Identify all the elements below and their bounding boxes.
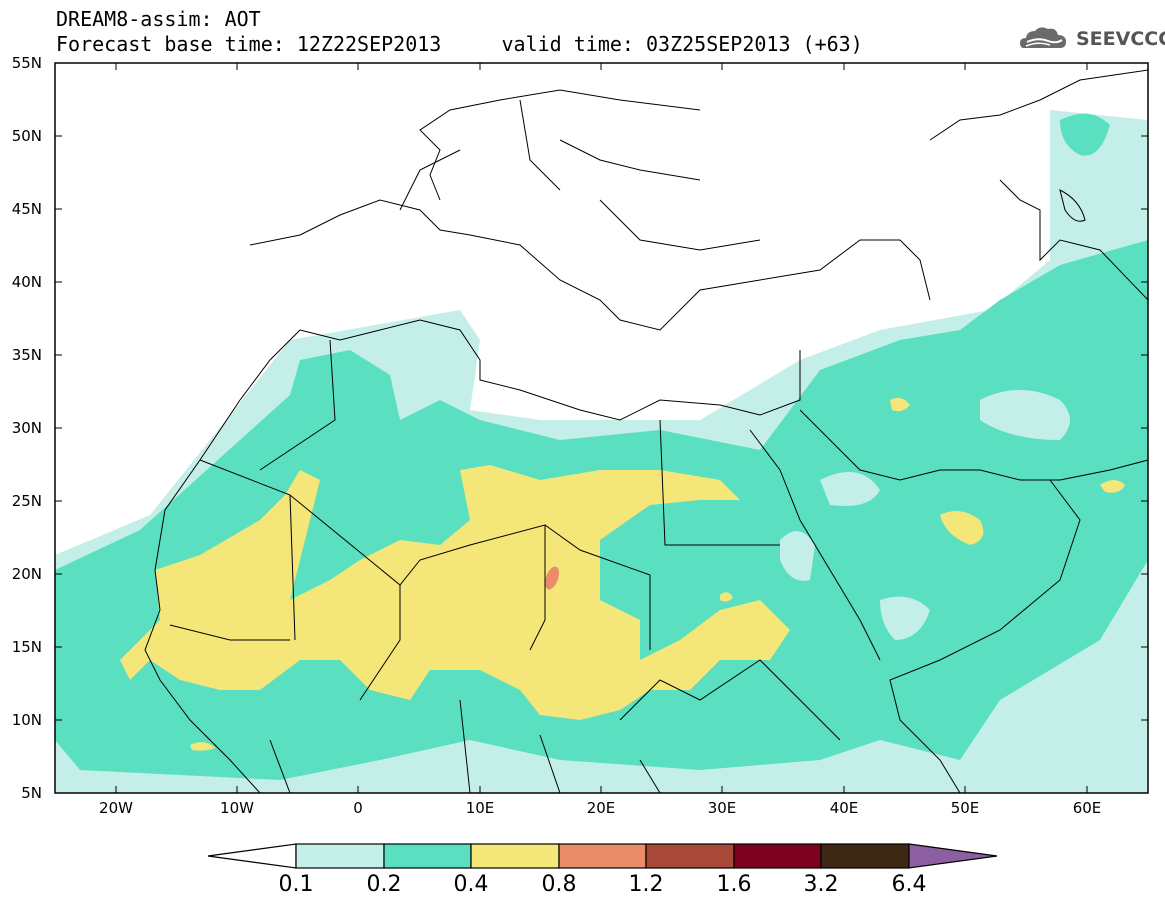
colorbar-label: 6.4: [891, 872, 927, 897]
aot-contour-0.4: [1100, 480, 1125, 493]
colorbar-cell: [645, 843, 735, 869]
lon-label: 60E: [1072, 799, 1102, 817]
colorbar-label: 0.1: [278, 872, 314, 897]
lon-label: 0: [353, 799, 363, 817]
cloud-icon: [1020, 27, 1066, 48]
title-line-1: DREAM8-assim: AOT: [56, 7, 261, 31]
lat-label: 50N: [11, 127, 42, 145]
lat-label: 55N: [11, 54, 42, 72]
lat-ticks: [55, 62, 1148, 721]
aot-contour-0.4: [890, 397, 910, 412]
colorbar-cell: [470, 843, 560, 869]
aot-contour-0.1: [820, 472, 880, 506]
colorbar-cell: [207, 843, 297, 869]
colorbar-label: 1.2: [628, 872, 664, 897]
lon-label: 10E: [465, 799, 495, 817]
title-line-2: Forecast base time: 12Z22SEP2013 valid t…: [56, 32, 863, 56]
colorbar-cell: [820, 843, 910, 869]
lon-label: 20W: [99, 799, 133, 817]
aot-contour-0.4: [940, 511, 984, 545]
lat-label: 20N: [11, 565, 42, 583]
colorbar-cell: [733, 843, 822, 869]
coastlines: [144, 69, 1148, 793]
colorbar-cell: [295, 843, 385, 869]
lat-label: 45N: [11, 200, 42, 218]
colorbar-cell: [383, 843, 472, 869]
aot-contour-0.1: [880, 596, 930, 640]
lon-label: 30E: [707, 799, 737, 817]
aot-contour-0.1: [780, 531, 815, 581]
aot-contour-0.4: [720, 592, 733, 602]
lon-label: 10W: [220, 799, 254, 817]
lat-label: 35N: [11, 346, 42, 364]
lat-label: 15N: [11, 638, 42, 656]
lat-label: 10N: [11, 711, 42, 729]
aot-contour-0.8: [545, 566, 559, 590]
colorbar-cell: [908, 843, 998, 869]
colorbar-label: 0.8: [541, 872, 577, 897]
aot-contour-0.4: [120, 465, 790, 720]
colorbar: [207, 843, 998, 869]
colorbar-label: 0.2: [366, 872, 402, 897]
lat-label: 5N: [21, 784, 42, 802]
lat-label: 40N: [11, 273, 42, 291]
colorbar-label: 0.4: [453, 872, 489, 897]
lon-label: 20E: [586, 799, 616, 817]
lon-label: 50E: [950, 799, 980, 817]
aot-contour-0.2: [1060, 113, 1110, 156]
lon-ticks: [115, 63, 1088, 793]
colorbar-label: 1.6: [716, 872, 752, 897]
aot-contour-0.1: [980, 390, 1070, 440]
lon-label: 40E: [829, 799, 859, 817]
colorbar-label: 3.2: [803, 872, 839, 897]
lat-label: 25N: [11, 492, 42, 510]
logo-text: SEEVCCC: [1076, 28, 1165, 50]
colorbar-cell: [558, 843, 647, 869]
borders: [169, 99, 841, 793]
aot-contour-0.4: [190, 742, 215, 751]
lat-label: 30N: [11, 419, 42, 437]
